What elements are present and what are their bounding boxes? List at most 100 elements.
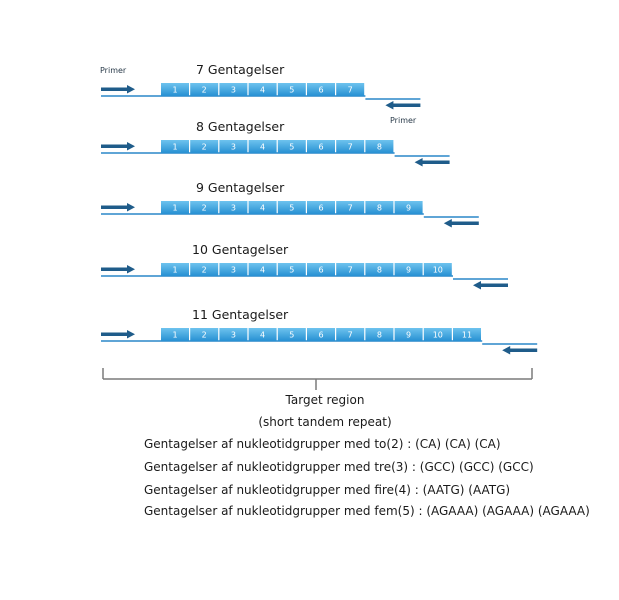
repeat-segment-label: 6 (318, 204, 323, 213)
repeat-segment (190, 263, 219, 276)
forward-primer-arrow (101, 265, 135, 274)
repeat-segment (394, 201, 423, 214)
repeat-segment-label: 10 (433, 331, 443, 340)
reverse-primer-arrow (385, 101, 421, 110)
repeat-segment (277, 263, 306, 276)
repeat-segment (394, 263, 423, 276)
repeat-segment-label: 10 (433, 266, 443, 275)
repeat-segment-label: 9 (406, 266, 411, 275)
row-title: 11 Gentagelser (192, 307, 289, 322)
note-line-4: Gentagelser af nukleotidgrupper med fem(… (144, 504, 590, 518)
allele-row: 9 Gentagelser 1 2 3 4 5 6 7 8 9 (101, 180, 479, 228)
repeat-segment-label: 5 (289, 204, 294, 213)
repeat-segment-label: 8 (377, 204, 382, 213)
target-region-label: Target region (285, 393, 365, 407)
repeat-segment-label: 5 (289, 331, 294, 340)
repeat-segment (190, 201, 219, 214)
repeat-segment-label: 3 (231, 331, 236, 340)
repeat-segment (307, 83, 335, 96)
allele-row: 8 Gentagelser 1 2 3 4 5 6 7 8 (101, 119, 450, 167)
repeat-segment-label: 4 (260, 86, 265, 95)
repeat-segment-label: 4 (260, 266, 265, 275)
repeat-segment (219, 201, 248, 214)
repeat-segment-label: 9 (406, 331, 411, 340)
repeat-segment-label: 1 (172, 204, 177, 213)
repeat-segment (307, 328, 335, 341)
repeat-segment (394, 328, 423, 341)
repeat-segment (248, 263, 277, 276)
allele-row: 7 Gentagelser 1 2 3 4 5 6 7 (101, 62, 421, 110)
repeat-segment-label: 6 (318, 331, 323, 340)
repeat-segment-label: 7 (348, 204, 353, 213)
reverse-primer-arrow (443, 219, 479, 228)
repeat-segment-label: 7 (348, 143, 353, 152)
repeat-segment (423, 263, 452, 276)
repeat-segment-label: 3 (231, 143, 236, 152)
primer-label-reverse: Primer (390, 116, 417, 125)
repeat-segment (277, 201, 306, 214)
repeat-segment (219, 83, 248, 96)
repeat-segment-label: 8 (377, 143, 382, 152)
allele-rows: 7 Gentagelser 1 2 3 4 5 6 7 8 Gentagelser 1 2 3 4 5 6 7… (101, 62, 538, 355)
repeat-segment (248, 201, 277, 214)
forward-primer-arrow (101, 203, 135, 212)
reverse-primer-arrow (502, 346, 538, 355)
repeat-segment-label: 3 (231, 86, 236, 95)
repeat-segment (277, 140, 306, 153)
repeat-segment (307, 263, 335, 276)
repeat-segment-label: 7 (348, 86, 353, 95)
repeat-segment (365, 201, 394, 214)
repeat-segment (219, 263, 248, 276)
repeat-segment (190, 140, 219, 153)
note-line-3: Gentagelser af nukleotidgrupper med fire… (144, 483, 510, 497)
repeat-segment (336, 263, 365, 276)
repeat-segment (248, 328, 277, 341)
reverse-primer-arrow (473, 281, 508, 290)
repeat-segment-label: 6 (318, 86, 323, 95)
repeat-segment-label: 7 (348, 331, 353, 340)
repeat-segment (453, 328, 481, 341)
forward-primer-arrow (101, 142, 135, 151)
repeat-segment-label: 2 (202, 204, 207, 213)
repeat-segment (161, 263, 189, 276)
repeat-segment (277, 83, 306, 96)
repeat-segment-label: 2 (202, 331, 207, 340)
row-title: 10 Gentagelser (192, 242, 289, 257)
allele-row: 10 Gentagelser 1 2 3 4 5 6 7 8 9 10 (101, 242, 508, 290)
target-region-sublabel: (short tandem repeat) (258, 415, 391, 429)
repeat-segment (161, 328, 189, 341)
note-line-2: Gentagelser af nukleotidgrupper med tre(… (144, 460, 534, 474)
repeat-segment-label: 6 (318, 143, 323, 152)
repeat-segment (365, 263, 394, 276)
repeat-segment-label: 1 (172, 143, 177, 152)
repeat-segment (161, 83, 189, 96)
repeat-segment-label: 1 (172, 86, 177, 95)
repeat-segment (365, 140, 394, 153)
row-title: 7 Gentagelser (196, 62, 285, 77)
repeat-segment-label: 1 (172, 266, 177, 275)
forward-primer-arrow (101, 85, 135, 94)
repeat-segment (336, 201, 365, 214)
repeat-segment (161, 140, 189, 153)
repeat-segment (248, 83, 277, 96)
repeat-segment (336, 83, 365, 96)
repeat-segment (190, 83, 219, 96)
repeat-segment (219, 328, 248, 341)
repeat-segment-label: 2 (202, 86, 207, 95)
row-title: 8 Gentagelser (196, 119, 285, 134)
repeat-segment (307, 201, 335, 214)
repeat-segment (161, 201, 189, 214)
repeat-segment (307, 140, 335, 153)
repeat-segment (277, 328, 306, 341)
repeat-segment (248, 140, 277, 153)
repeat-segment-label: 5 (289, 266, 294, 275)
repeat-segment-label: 4 (260, 143, 265, 152)
repeat-segment (219, 140, 248, 153)
forward-primer-arrow (101, 330, 135, 339)
repeat-segment-label: 2 (202, 266, 207, 275)
repeat-segment-label: 9 (406, 204, 411, 213)
row-title: 9 Gentagelser (196, 180, 285, 195)
repeat-segment-label: 5 (289, 143, 294, 152)
repeat-segment-label: 1 (172, 331, 177, 340)
